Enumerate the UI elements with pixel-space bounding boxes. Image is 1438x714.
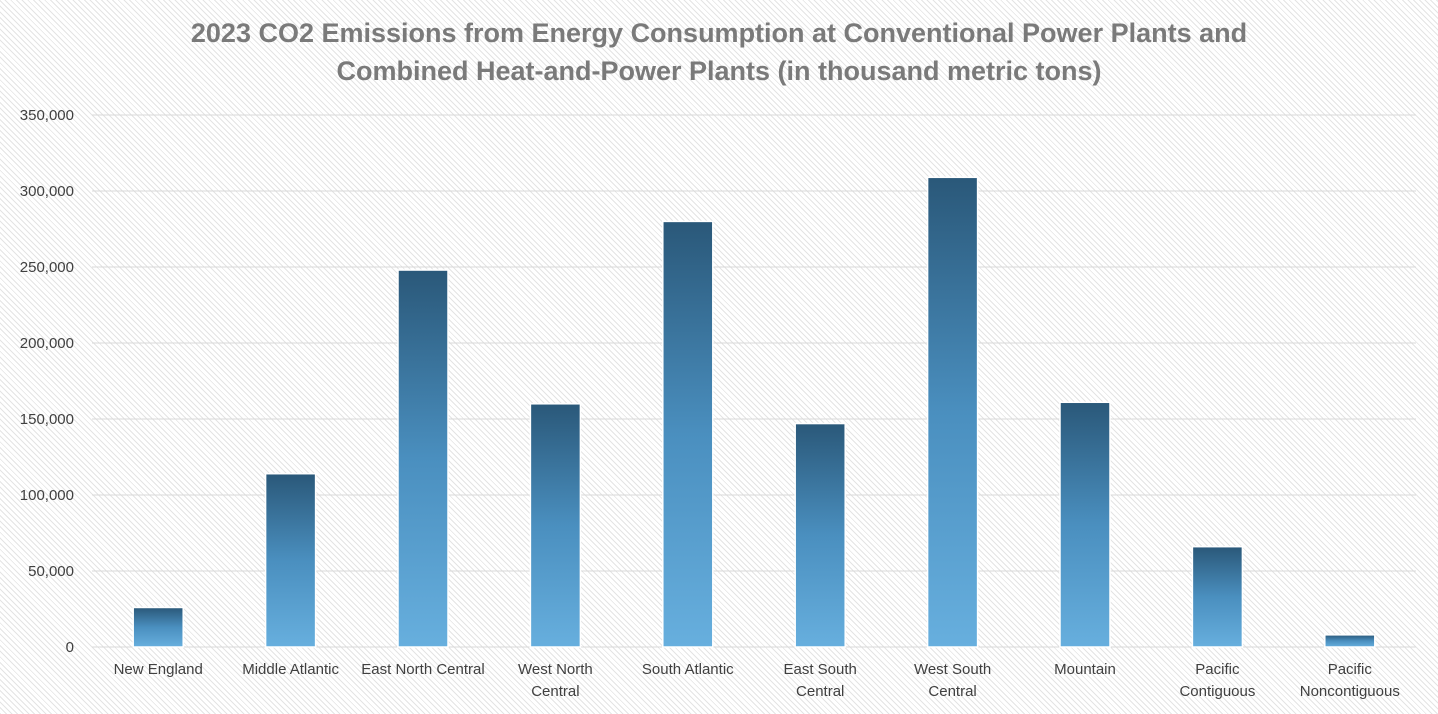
bar	[794, 422, 846, 648]
x-category-label-line: East North Central	[361, 661, 484, 678]
x-category-label: Middle Atlantic	[242, 661, 339, 678]
bar	[1191, 545, 1244, 648]
bar	[397, 269, 449, 648]
x-category-label-line: Central	[531, 683, 579, 700]
bar	[132, 606, 184, 648]
y-tick-label: 300,000	[20, 183, 74, 200]
x-category-label: West South Central	[914, 661, 991, 700]
y-tick-label: 0	[66, 639, 74, 656]
x-category-label: Pacific Noncontiguous	[1300, 661, 1400, 700]
x-category-label-line: West South	[914, 661, 991, 678]
y-tick-label: 50,000	[28, 563, 74, 580]
bar	[1324, 634, 1376, 648]
x-category-label-line: New England	[114, 661, 203, 678]
x-category-label: Pacific Contiguous	[1179, 661, 1255, 700]
y-tick-label: 200,000	[20, 335, 74, 352]
x-category-label-line: South Atlantic	[642, 661, 734, 678]
x-category-label-line: Middle Atlantic	[242, 661, 339, 678]
x-category-label-line: Pacific	[1195, 661, 1240, 678]
bars	[132, 176, 1376, 648]
x-category-label-line: East South	[784, 661, 857, 678]
x-category-label-line: Mountain	[1054, 661, 1116, 678]
x-category-label: South Atlantic	[642, 661, 734, 678]
bar	[926, 176, 979, 648]
bar	[1059, 401, 1111, 648]
x-category-label-line: Noncontiguous	[1300, 683, 1400, 700]
gridlines	[92, 114, 1416, 648]
bar	[662, 220, 714, 648]
x-category-label-line: Central	[928, 683, 976, 700]
y-axis-ticks: 0 50,000 100,000 150,000 200,000 250,000 300,0…	[20, 107, 74, 656]
chart-title-line-2: Combined Heat-and-Power Plants (in thous…	[336, 56, 1102, 86]
bar	[264, 472, 317, 648]
y-tick-label: 150,000	[20, 411, 74, 428]
y-tick-label: 250,000	[20, 259, 74, 276]
x-category-label-line: Central	[796, 683, 844, 700]
chart-title-line-1: 2023 CO2 Emissions from Energy Consumpti…	[190, 18, 1248, 48]
y-tick-label: 350,000	[20, 107, 74, 124]
x-category-label: Mountain	[1054, 661, 1116, 678]
x-axis-labels: New England Middle Atlantic East North Cen…	[114, 661, 1400, 700]
x-category-label: New England	[114, 661, 203, 678]
x-category-label-line: West North	[518, 661, 593, 678]
y-tick-label: 100,000	[20, 487, 74, 504]
bar	[529, 403, 582, 648]
x-category-label: East North Central	[361, 661, 484, 678]
chart-title: 2023 CO2 Emissions from Energy Consumpti…	[0, 14, 1438, 90]
x-category-label-line: Contiguous	[1179, 683, 1255, 700]
x-category-label-line: Pacific	[1328, 661, 1373, 678]
x-category-label: West North Central	[518, 661, 593, 700]
x-category-label: East South Central	[784, 661, 857, 700]
